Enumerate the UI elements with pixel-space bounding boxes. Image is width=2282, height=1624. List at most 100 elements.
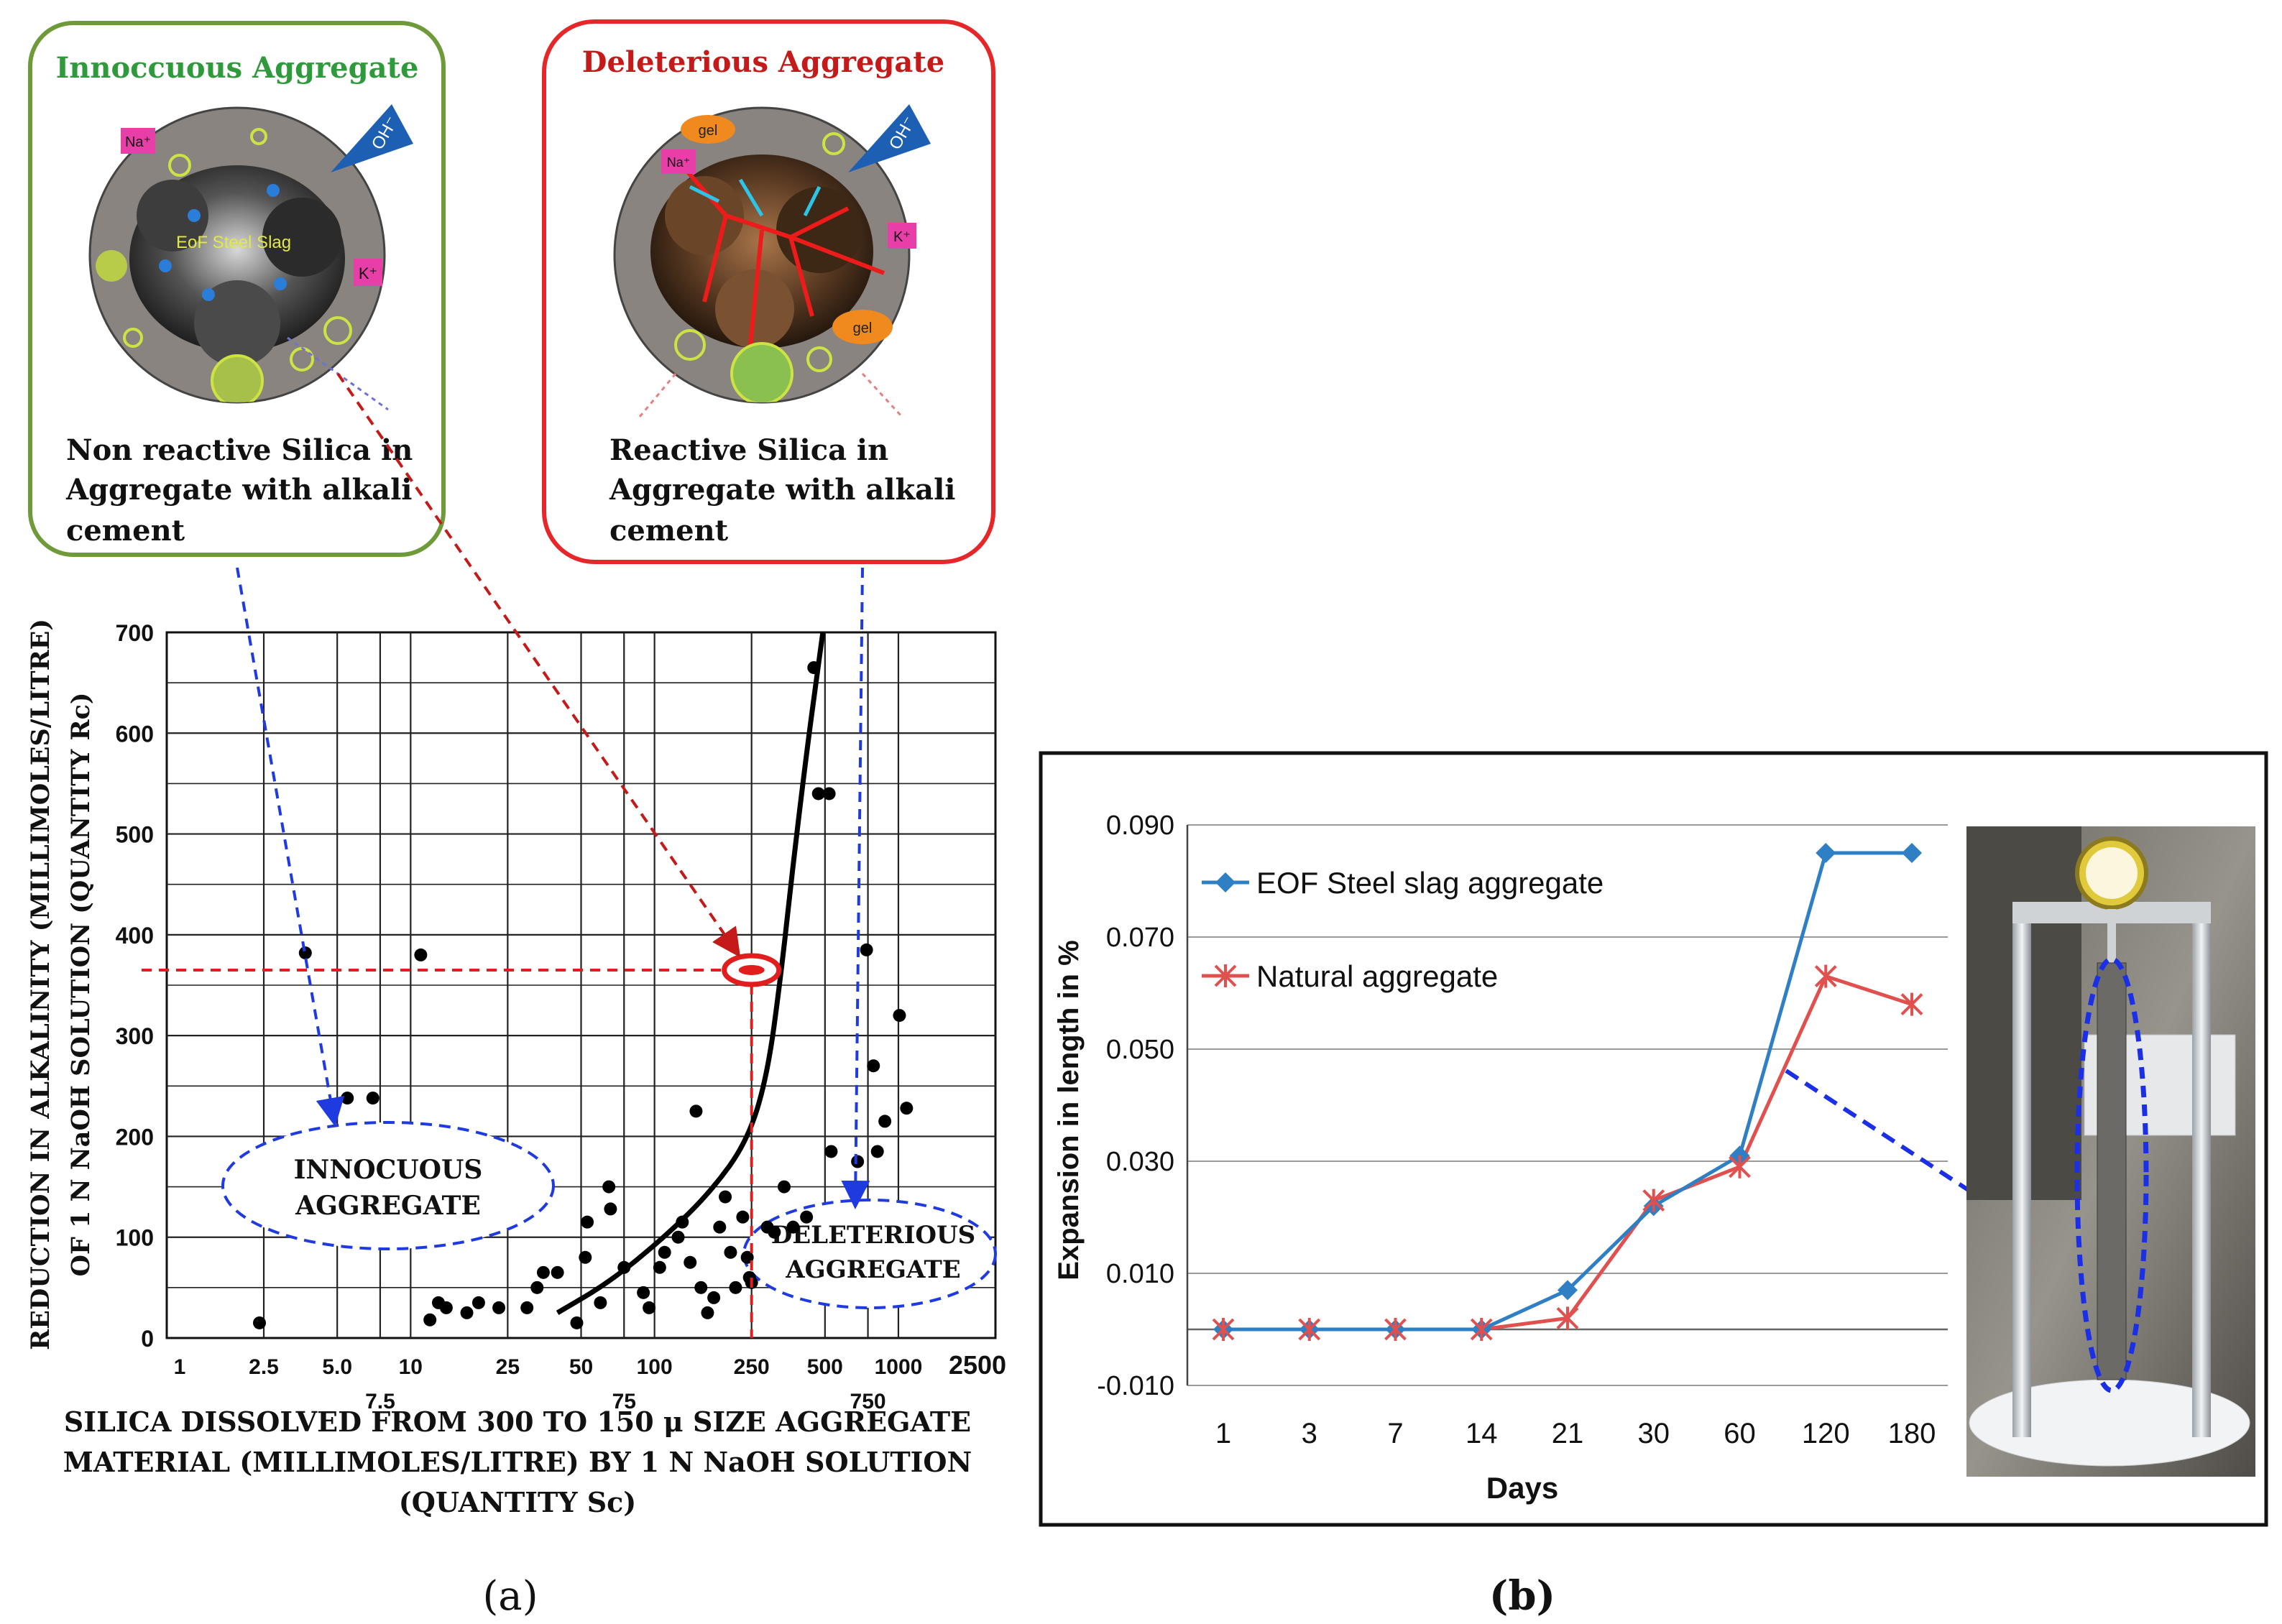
chart-b-point-eof: [1558, 1280, 1578, 1301]
innocuous-box-title: Innoccuous Aggregate: [56, 51, 419, 85]
chart-b-ytick-label: 0.030: [1106, 1147, 1174, 1177]
chart-b-point-natural: [1212, 1318, 1235, 1341]
na-ion-label: Na⁺: [125, 134, 151, 150]
chart-a-ylabel-line: REDUCTION IN ALKALINITY (MILLIMOLES/LITR…: [26, 619, 55, 1350]
chart-b-xtick-label: 3: [1302, 1418, 1317, 1449]
chart-b-xtick-label: 60: [1724, 1418, 1756, 1449]
chart-a-xtick-label-row2: 75: [612, 1390, 636, 1413]
innocuous-zone-label-1: INNOCUOUS: [294, 1155, 483, 1185]
chart-a-alkali-silica: 0 100 200 300 400 500 600 700 1 2.5 5.0 10 25 50 100 25…: [26, 372, 1006, 1518]
chart-a-scatter-point: [893, 1009, 906, 1023]
chart-b-pointer-arrow: [1785, 1069, 2096, 1273]
chart-b-point-eof: [1385, 1319, 1406, 1339]
k-ion-label-r: K⁺: [893, 229, 911, 245]
chart-b-ytick-label: 0.090: [1106, 811, 1174, 841]
chart-a-xtick-label: 500: [807, 1355, 843, 1379]
panel-b-label: (b): [1489, 1572, 1555, 1620]
gel-label-bottom: gel: [853, 320, 873, 336]
chart-a-xlabel-line: (QUANTITY Sc): [399, 1486, 637, 1518]
chart-a-scatter-point: [676, 1215, 689, 1229]
chart-a-xtick-label: 250: [734, 1355, 770, 1379]
chart-a-scatter-point: [653, 1260, 666, 1274]
chart-a-scatter-point: [878, 1115, 892, 1128]
chart-a-scatter-point: [671, 1230, 685, 1244]
chart-a-xtick-label: 2500: [949, 1350, 1006, 1380]
chart-b-ytick-label: 0.070: [1106, 923, 1174, 953]
chart-b-point-natural: [1556, 1306, 1579, 1330]
chart-b-xtick-label: 1: [1215, 1418, 1231, 1449]
chart-a-scatter-point: [637, 1286, 650, 1299]
chart-a-scatter-point: [536, 1265, 550, 1279]
innocuous-caption-line-2: Aggregate with alkali: [65, 473, 412, 507]
chart-b-point-eof: [1816, 843, 1836, 863]
chart-a-xtick-label: 25: [496, 1355, 520, 1379]
chart-b-series-line-0: [1223, 851, 1912, 1332]
chart-a-xtick-label: 1: [174, 1355, 186, 1379]
chart-a-xtick-label: 2.5: [249, 1355, 279, 1379]
chart-b-point-natural: [1814, 964, 1837, 988]
chart-a-scatter-point: [860, 943, 873, 956]
chart-a-xtick-label: 1000: [875, 1355, 923, 1379]
chart-b-legend-label: EOF Steel slag aggregate: [1256, 866, 1604, 900]
chart-a-scatter-point: [439, 1301, 453, 1314]
innocuous-caption-line-1: Non reactive Silica in: [66, 433, 413, 467]
chart-a-scatter-point: [768, 1225, 781, 1239]
deleterious-caption-line-1: Reactive Silica in: [609, 433, 888, 467]
chart-a-scatter-point: [729, 1281, 742, 1294]
chart-b-point-natural: [1729, 1155, 1751, 1178]
chart-b-point-eof: [1902, 843, 1922, 863]
chart-a-scatter-point: [786, 1220, 800, 1234]
k-ion-label: K⁺: [359, 264, 377, 282]
chart-b-xtick-label: 30: [1638, 1418, 1670, 1449]
chart-a-ytick-label: 600: [116, 721, 154, 747]
chart-b-point-eof: [1643, 1196, 1664, 1217]
chart-b-point-natural: [1642, 1189, 1665, 1212]
chart-a-scatter-point: [777, 1180, 791, 1194]
gel-label-top: gel: [699, 123, 718, 139]
chart-a-scatter-point: [822, 787, 836, 801]
chart-a-xtick-label: 50: [569, 1355, 593, 1379]
deleterious-caption-line-3: cement: [609, 514, 729, 548]
deleterious-zone-ellipse: [742, 1199, 997, 1309]
chart-a-ytick-label: 0: [141, 1326, 154, 1352]
deleterious-aggregate-box: Deleterious Aggregate gel gel Na⁺: [542, 19, 995, 564]
chart-a-scatter-point: [551, 1265, 564, 1279]
chart-a-ytick-label: 200: [116, 1124, 154, 1150]
chart-a-scatter-point: [471, 1296, 485, 1309]
chart-b-point-eof: [1471, 1319, 1492, 1339]
chart-a-xlabel-line: SILICA DISSOLVED FROM 300 TO 150 μ SIZE …: [64, 1406, 971, 1438]
chart-a-scatter-point: [689, 1104, 703, 1118]
chart-a-scatter-point: [253, 1316, 267, 1329]
chart-a-scatter-point: [736, 1210, 750, 1224]
chart-a-scatter-point: [530, 1281, 544, 1294]
chart-a-boundary-curve: [556, 632, 826, 1315]
chart-a-scatter-point: [581, 1215, 594, 1229]
eof-steel-slag-label: EoF Steel Slag: [176, 233, 291, 252]
chart-a-scatter-point: [460, 1306, 474, 1319]
chart-a-scatter-point: [684, 1255, 697, 1269]
chart-a-ytick-label: 300: [116, 1023, 154, 1049]
chart-a-scatter-point: [867, 1059, 880, 1073]
chart-b-ytick-label: 0.050: [1106, 1035, 1174, 1065]
chart-a-scatter-point: [520, 1301, 534, 1314]
chart-a-xtick-label: 5.0: [322, 1355, 352, 1379]
chart-b-ytick-label: -0.010: [1097, 1371, 1174, 1401]
chart-a-scatter-point: [694, 1281, 708, 1294]
chart-a-ytick-label: 400: [116, 923, 154, 949]
panel-a-label: (a): [482, 1573, 538, 1620]
chart-b-point-eof: [1299, 1319, 1320, 1339]
chart-a-scatter-point: [617, 1260, 631, 1274]
chart-b-xtick-label: 21: [1552, 1418, 1584, 1449]
chart-a-xtick-label: 10: [399, 1355, 423, 1379]
innocuous-zone-label-2: AGGREGATE: [295, 1191, 481, 1221]
chart-a-scatter-point: [366, 1092, 379, 1105]
chart-a-ytick-label: 700: [116, 620, 154, 646]
chart-a-xtick-label-row2: 750: [850, 1390, 886, 1413]
chart-a-scatter-point: [423, 1313, 437, 1327]
deleterious-zone-label-2: AGGREGATE: [785, 1255, 960, 1284]
chart-a-scatter-point: [701, 1306, 714, 1319]
chart-a-scatter-point: [713, 1220, 727, 1234]
chart-a-ylabel-line: OF 1 N NaOH SOLUTION (QUANTITY Rc): [66, 693, 96, 1277]
innocuous-aggregate-box: Innoccuous Aggregate: [28, 21, 446, 557]
blue-arrow-innocuous: [236, 567, 345, 1127]
